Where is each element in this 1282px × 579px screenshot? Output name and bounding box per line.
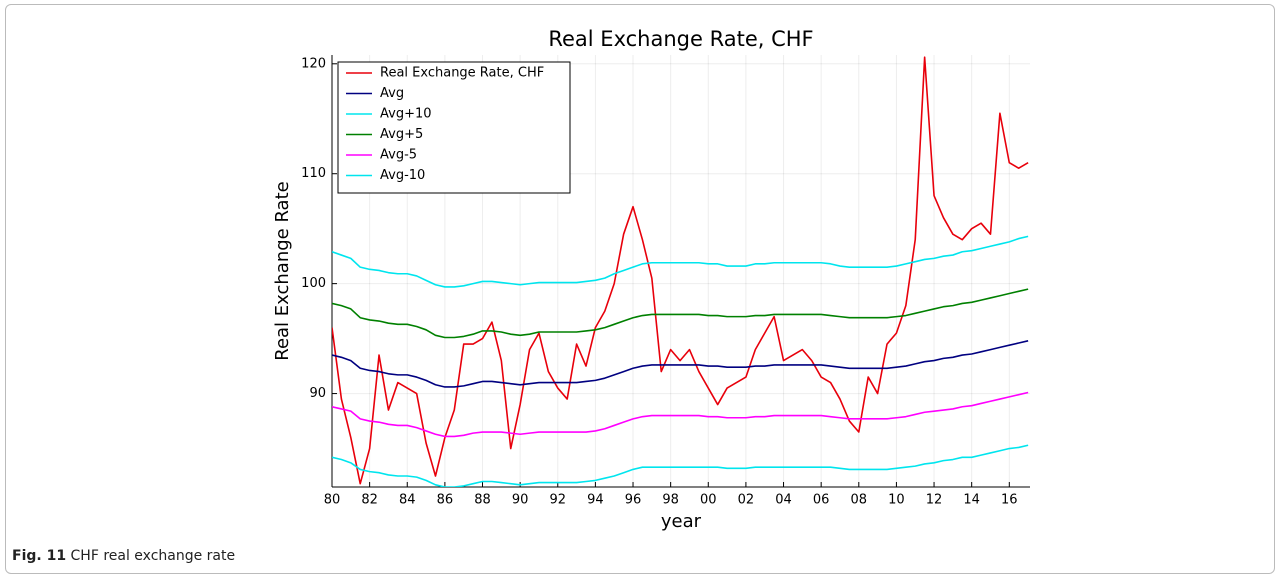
x-tick-label: 14 (963, 493, 980, 508)
x-tick-label: 04 (775, 493, 792, 508)
x-axis-label: year (661, 511, 702, 532)
x-tick-label: 08 (851, 493, 868, 508)
x-tick-label: 86 (437, 493, 454, 508)
series-line (332, 391, 1029, 438)
legend-box (337, 61, 571, 194)
caption-text: CHF real exchange rate (70, 548, 236, 564)
legend-label: Avg+10 (380, 107, 432, 122)
series-line (332, 288, 1029, 339)
caption-label: Fig. 11 (12, 548, 67, 564)
plot-area (332, 56, 1029, 487)
chart-title: Real Exchange Rate, CHF (548, 27, 813, 51)
x-tick-label: 80 (324, 493, 341, 508)
x-tick-label: 90 (512, 493, 529, 508)
caption: Fig. 11 CHF real exchange rate (12, 548, 235, 564)
series-line (332, 235, 1029, 288)
legend: Real Exchange Rate, CHF Avg Avg+10 Avg+5 Avg… (337, 61, 571, 194)
legend-label: Avg+5 (380, 127, 423, 142)
x-tick-label: 00 (700, 493, 717, 508)
chart: Real Exchange Rate, CHF year Real Exchan… (272, 27, 1030, 532)
legend-label: Avg-5 (380, 148, 417, 163)
y-tick-label: 90 (309, 386, 326, 401)
x-tick-label: 84 (399, 493, 416, 508)
legend-label: Avg-10 (380, 168, 425, 183)
x-tick-label: 92 (549, 493, 566, 508)
x-tick-label: 06 (813, 493, 830, 508)
x-tick-label: 10 (888, 493, 905, 508)
series-line (332, 444, 1029, 487)
x-tick-label: 96 (625, 493, 642, 508)
x-tick-label: 12 (926, 493, 943, 508)
legend-label: Real Exchange Rate, CHF (380, 66, 544, 81)
legend-label: Avg (380, 86, 404, 101)
y-tick-label: 100 (301, 276, 326, 291)
x-tick-label: 98 (662, 493, 679, 508)
y-tick-label: 110 (301, 166, 326, 181)
x-tick-label: 16 (1001, 493, 1018, 508)
series-line (332, 340, 1029, 388)
y-tick-label: 120 (301, 56, 326, 71)
y-axis-label: Real Exchange Rate (272, 181, 293, 360)
x-tick-label: 82 (361, 493, 378, 508)
x-tick-label: 94 (587, 493, 604, 508)
x-tick-label: 88 (474, 493, 491, 508)
x-tick-label: 02 (738, 493, 755, 508)
figure-frame (5, 4, 1275, 574)
